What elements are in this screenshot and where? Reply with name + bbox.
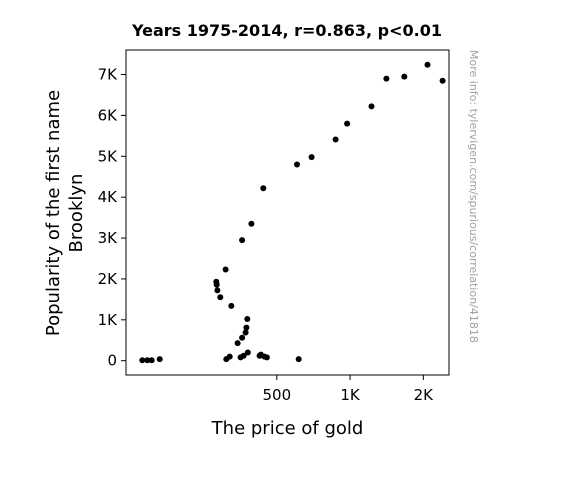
data-point-26 <box>248 220 255 227</box>
data-point-30 <box>332 136 339 143</box>
chart-title: Years 1975-2014, r=0.863, p<0.01 <box>131 21 442 40</box>
data-point-35 <box>424 61 431 68</box>
y-tick-label-5: 5K <box>98 147 119 165</box>
x-axis-ticks: 500 1K 2K <box>262 375 434 404</box>
y-tick-label-4: 4K <box>98 188 119 206</box>
data-point-7 <box>240 352 247 359</box>
data-point-23 <box>213 278 220 285</box>
data-point-24 <box>222 266 229 273</box>
data-point-31 <box>344 120 351 127</box>
source-watermark: More info: tylervigen.com/spurious/corre… <box>467 50 480 343</box>
x-tick-label-0: 500 <box>262 386 291 404</box>
y-axis-ticks: 0 1K 2K 3K 4K 5K 6K 7K <box>98 66 126 370</box>
x-axis-label: The price of gold <box>211 418 364 439</box>
data-point-2 <box>148 357 155 364</box>
y-axis-label-line-2: Brooklyn <box>66 174 87 253</box>
data-point-19 <box>228 302 235 309</box>
plot-area <box>125 49 450 376</box>
data-point-21 <box>214 287 221 294</box>
data-points <box>139 61 446 364</box>
data-point-3 <box>156 356 163 363</box>
data-point-33 <box>383 75 390 82</box>
data-point-8 <box>244 349 251 356</box>
y-tick-label-2: 2K <box>98 270 119 288</box>
data-point-32 <box>368 103 375 110</box>
data-point-0 <box>139 357 146 364</box>
y-tick-label-7: 7K <box>98 66 119 84</box>
data-point-15 <box>239 334 246 341</box>
data-point-17 <box>243 324 250 331</box>
data-point-14 <box>234 340 241 347</box>
y-tick-label-6: 6K <box>98 106 119 124</box>
data-point-28 <box>294 161 300 168</box>
data-point-36 <box>439 77 446 84</box>
data-point-5 <box>226 353 233 360</box>
y-tick-label-0: 0 <box>107 352 117 370</box>
data-point-34 <box>401 73 408 80</box>
y-axis-label-line-1: Popularity of the first name <box>43 90 64 336</box>
x-tick-label-2: 2K <box>414 386 435 404</box>
data-point-20 <box>217 294 224 301</box>
y-tick-label-3: 3K <box>98 229 119 247</box>
data-point-18 <box>244 316 251 322</box>
data-point-1 <box>144 357 151 364</box>
data-point-12 <box>263 354 270 361</box>
data-point-25 <box>239 237 246 244</box>
data-point-13 <box>295 356 302 363</box>
y-tick-label-1: 1K <box>98 311 119 329</box>
x-tick-label-1: 1K <box>340 386 361 404</box>
data-point-16 <box>242 329 249 336</box>
data-point-27 <box>260 185 267 192</box>
data-point-29 <box>308 154 315 161</box>
